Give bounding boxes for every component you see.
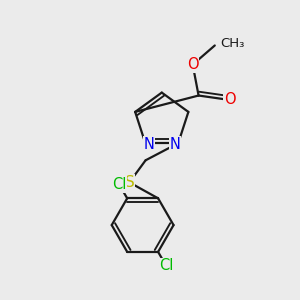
- Text: CH₃: CH₃: [221, 37, 245, 50]
- Text: Cl: Cl: [159, 258, 173, 273]
- Text: N: N: [169, 137, 180, 152]
- Text: O: O: [187, 57, 199, 72]
- Text: O: O: [224, 92, 235, 107]
- Text: S: S: [124, 175, 134, 190]
- Text: N: N: [143, 137, 154, 152]
- Text: Cl: Cl: [112, 177, 126, 192]
